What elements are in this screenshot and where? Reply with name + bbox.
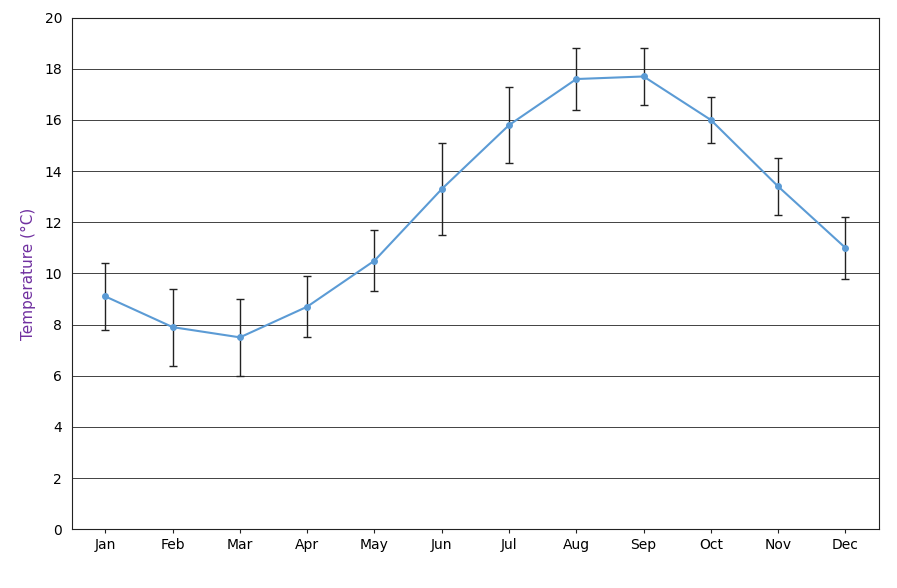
Y-axis label: Temperature (°C): Temperature (°C): [21, 208, 36, 339]
